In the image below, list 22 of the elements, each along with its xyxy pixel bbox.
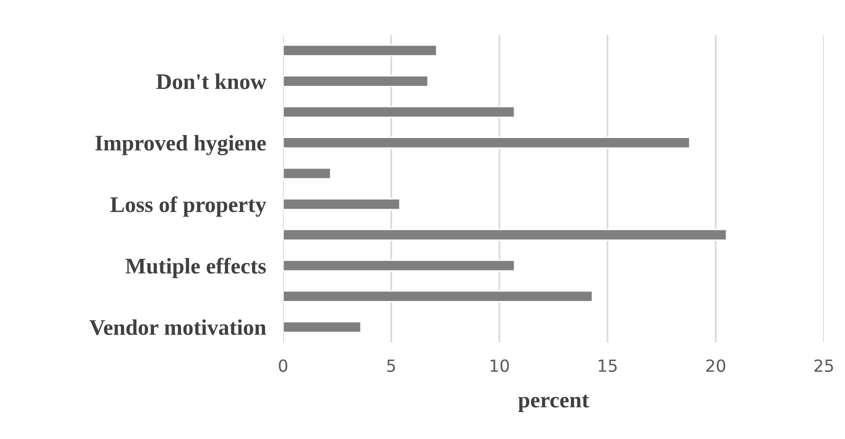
bar — [283, 44, 438, 57]
bar — [283, 75, 429, 88]
x-tick-label: 10 — [490, 359, 509, 372]
bar — [283, 228, 728, 241]
y-tick-label: Vendor motivation — [89, 319, 266, 336]
bar — [283, 290, 594, 302]
x-tick-label: 0 — [278, 359, 288, 372]
x-tick-label: 20 — [706, 359, 726, 372]
bar — [283, 106, 516, 118]
bar — [283, 320, 362, 334]
bar — [283, 260, 516, 272]
y-tick-label: Loss of property — [110, 196, 266, 217]
bar — [283, 167, 332, 180]
y-tick-label: Mutiple effects — [125, 258, 266, 278]
x-tick-label: 25 — [814, 359, 834, 372]
y-tick-label: Don't know — [156, 74, 266, 90]
bar — [283, 198, 401, 210]
x-tick-label: 5 — [387, 360, 396, 372]
bar — [283, 136, 690, 149]
x-tick-label: 15 — [598, 360, 617, 372]
x-axis-title: percent — [518, 394, 589, 412]
y-tick-label: Improved hygiene — [95, 134, 266, 156]
